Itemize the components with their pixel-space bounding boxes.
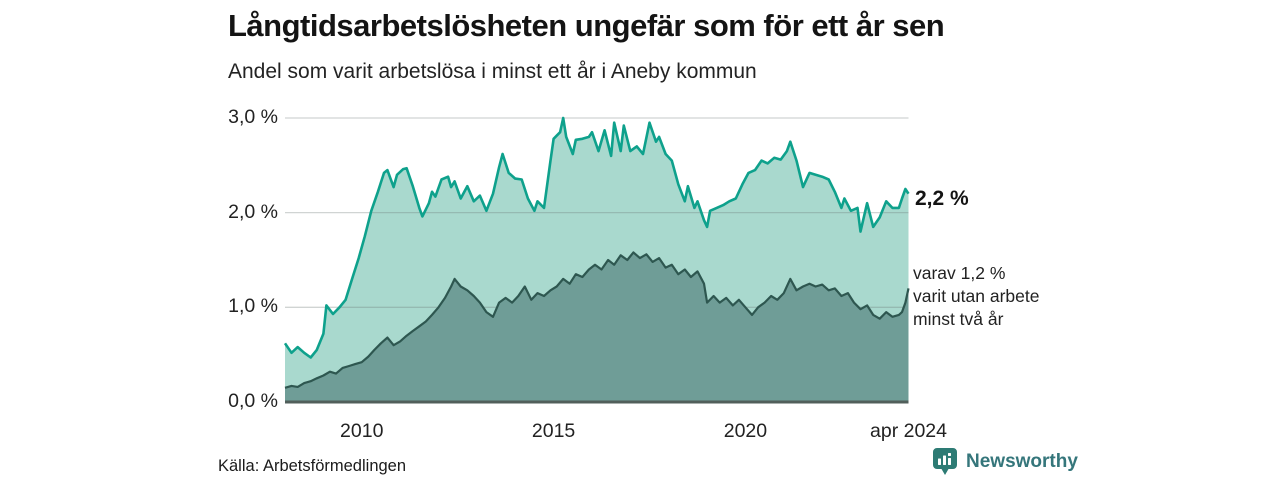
annotation-breakdown: varav 1,2 % varit utan arbete minst två …: [913, 263, 1040, 329]
x-tick-label: 2020: [723, 420, 768, 442]
chart-subtitle: Andel som varit arbetslösa i minst ett å…: [228, 60, 757, 83]
brand-name: Newsworthy: [966, 451, 1078, 472]
y-tick-label: 0,0 %: [228, 390, 278, 412]
logo-exclamation-dot: [948, 453, 951, 456]
line-total-series: [283, 116, 910, 359]
x-tick-label: 2010: [340, 420, 384, 442]
y-tick-label: 3,0 %: [228, 105, 278, 128]
y-tick-label: 2,0 %: [228, 200, 278, 223]
page-title: Långtidsarbetslösheten ungefär som för e…: [228, 8, 945, 43]
newsworthy-brand-link[interactable]: Newsworthy: [933, 448, 1078, 476]
area-two-year-series: [285, 252, 909, 402]
source-note: Källa: Arbetsförmedlingen: [218, 457, 407, 475]
x-tick-label: apr 2024: [870, 420, 947, 442]
y-tick-label: 1,0 %: [228, 295, 278, 318]
line-two-year-series: [284, 251, 910, 389]
area-chart: [283, 116, 910, 404]
x-tick-label: 2015: [531, 420, 576, 442]
newsworthy-logo-icon: [933, 448, 957, 475]
x-axis-line: [285, 400, 909, 404]
annotation-latest-value: 2,2 %: [915, 187, 969, 210]
